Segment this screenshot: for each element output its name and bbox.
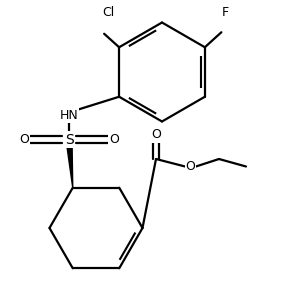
Text: O: O: [19, 133, 29, 146]
Text: O: O: [151, 128, 161, 142]
Polygon shape: [66, 139, 73, 188]
Text: S: S: [64, 133, 74, 146]
Text: HN: HN: [60, 109, 78, 122]
Text: Cl: Cl: [102, 5, 114, 19]
Text: O: O: [109, 133, 119, 146]
Text: O: O: [186, 160, 195, 173]
Text: F: F: [221, 5, 229, 19]
